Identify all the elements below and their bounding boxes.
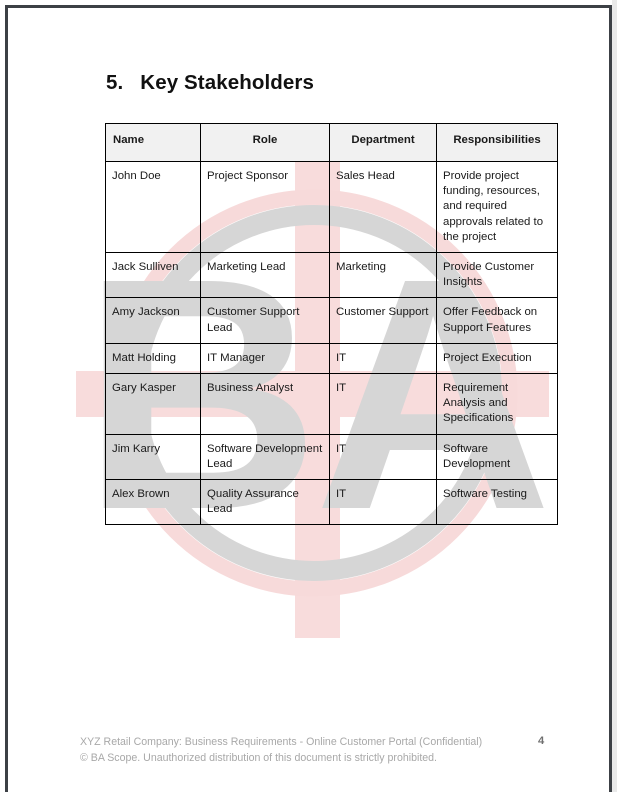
cell-department: IT	[329, 373, 437, 435]
cell-responsibilities: Project Execution	[436, 342, 558, 375]
cell-name: Amy Jackson	[105, 297, 201, 344]
cell-department: Marketing	[329, 252, 437, 299]
table-row: John Doe Project Sponsor Sales Head Prov…	[105, 160, 558, 254]
cell-department: Sales Head	[329, 160, 437, 254]
cell-responsibilities: Provide project funding, resources, and …	[436, 160, 558, 254]
cell-department: IT	[329, 479, 437, 526]
cell-name: Jim Karry	[105, 433, 201, 481]
cell-responsibilities: Software Testing	[436, 479, 558, 526]
cell-role: Marketing Lead	[200, 252, 330, 299]
cell-role: Project Sponsor	[200, 160, 330, 254]
footer-line-1: XYZ Retail Company: Business Requirement…	[80, 736, 483, 748]
column-header-name: Name	[105, 123, 201, 162]
cell-name: Matt Holding	[105, 342, 201, 375]
table-row: Jack Sulliven Marketing Lead Marketing P…	[105, 252, 558, 299]
cell-name: Gary Kasper	[105, 373, 201, 435]
cell-department: IT	[329, 342, 437, 375]
cell-role: IT Manager	[200, 342, 330, 375]
cell-responsibilities: Offer Feedback on Support Features	[436, 297, 558, 344]
cell-role: Quality Assurance Lead	[200, 479, 330, 526]
column-header-role: Role	[200, 123, 330, 162]
cell-responsibilities: Requirement Analysis and Specifications	[436, 373, 558, 435]
cell-department: Customer Support	[329, 297, 437, 344]
footer-line-2: © BA Scope. Unauthorized distribution of…	[80, 752, 437, 764]
table-row: Jim Karry Software Development Lead IT S…	[105, 433, 558, 481]
cell-name: Jack Sulliven	[105, 252, 201, 299]
table-row: Alex Brown Quality Assurance Lead IT Sof…	[105, 479, 558, 526]
column-header-department: Department	[329, 123, 437, 162]
table-row: Gary Kasper Business Analyst IT Requirem…	[105, 373, 558, 435]
column-header-responsibilities: Responsibilities	[436, 123, 558, 162]
cell-name: John Doe	[105, 160, 201, 254]
cell-role: Business Analyst	[200, 373, 330, 435]
cell-role: Software Development Lead	[200, 433, 330, 481]
cell-role: Customer Support Lead	[200, 297, 330, 344]
key-stakeholders-table: Name Role Department Responsibilities Jo…	[105, 123, 558, 526]
cell-department: IT	[329, 433, 437, 481]
section-title: Key Stakeholders	[140, 71, 314, 94]
viewer-right-gutter	[612, 0, 617, 792]
page-title: 5. Key Stakeholders	[106, 71, 314, 95]
table-row: Amy Jackson Customer Support Lead Custom…	[105, 297, 558, 344]
document-page: BA 5. Key Stakeholders Name Role Departme…	[5, 5, 612, 792]
page-footer: XYZ Retail Company: Business Requirement…	[80, 734, 550, 766]
cell-responsibilities: Provide Customer Insights	[436, 252, 558, 299]
table-header-row: Name Role Department Responsibilities	[105, 123, 558, 162]
section-number: 5.	[106, 71, 124, 94]
table-row: Matt Holding IT Manager IT Project Execu…	[105, 342, 558, 375]
cell-name: Alex Brown	[105, 479, 201, 526]
cell-responsibilities: Software Development	[436, 433, 558, 481]
page-number: 4	[538, 735, 545, 747]
